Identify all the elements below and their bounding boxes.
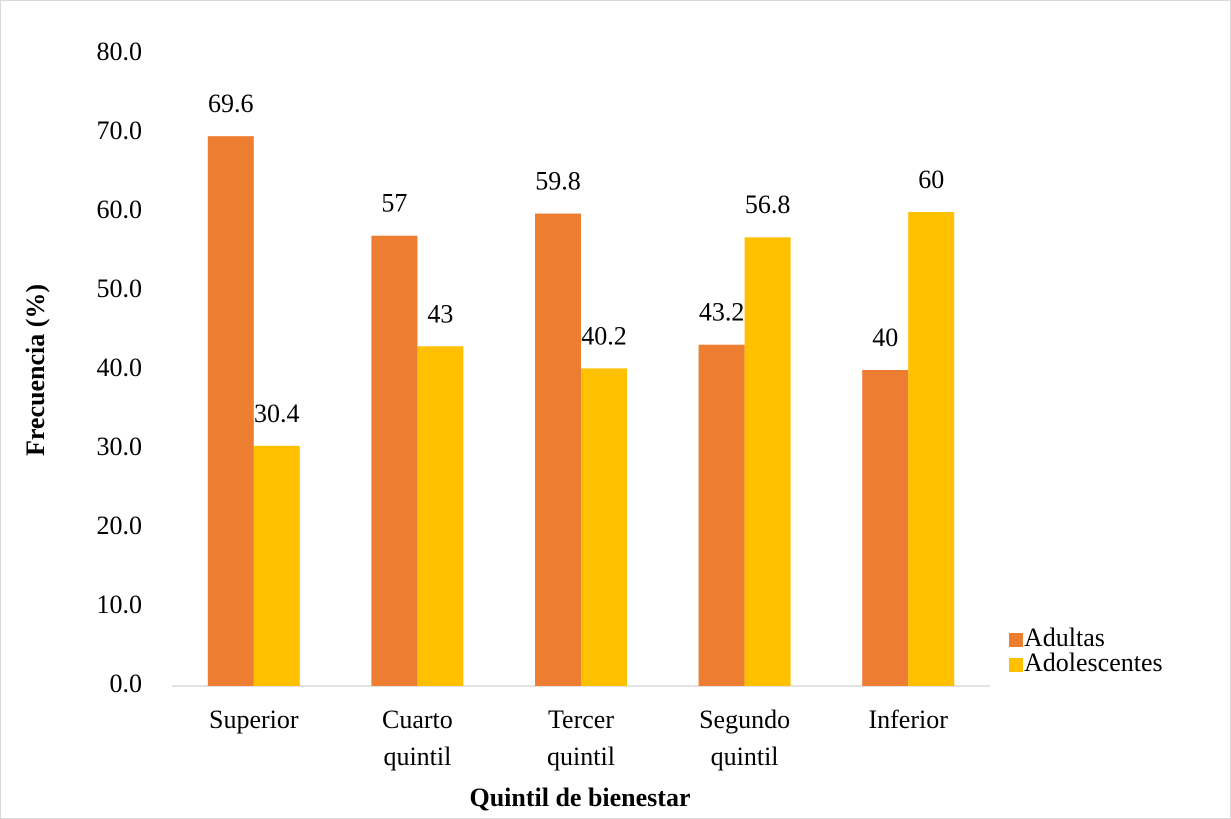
bar [207, 136, 254, 686]
y-tick-label: 10.0 [97, 590, 143, 619]
data-label: 43 [427, 299, 453, 328]
x-tick-label: Segundo quintil [699, 705, 790, 771]
legend-label: Adolescentes [1024, 648, 1163, 677]
data-label: 56.8 [745, 190, 791, 219]
y-axis-title: Frecuencia (%) [21, 284, 50, 456]
bar [862, 370, 909, 686]
y-tick-label: 20.0 [97, 511, 143, 540]
y-tick-label: 80.0 [97, 37, 143, 66]
bar [744, 237, 791, 686]
y-tick-label: 50.0 [97, 274, 143, 303]
bar [417, 346, 464, 686]
y-tick-label: 40.0 [97, 353, 143, 382]
y-tick-label: 0.0 [110, 669, 143, 698]
data-label: 40 [872, 323, 898, 352]
bar [371, 235, 418, 686]
x-tick-label: Cuarto quintil [382, 705, 453, 771]
data-label: 60 [918, 165, 944, 194]
y-tick-label: 30.0 [97, 432, 143, 461]
data-label: 59.8 [535, 167, 581, 196]
bar [535, 213, 581, 686]
bar [698, 344, 745, 686]
data-label: 57 [381, 189, 407, 218]
x-axis-title: Quintil de bienestar [469, 783, 690, 812]
x-tick-label: Tercer quintil [547, 705, 615, 771]
legend-swatch [1009, 658, 1023, 672]
bar [908, 212, 955, 686]
bar [253, 445, 300, 686]
data-label: 43.2 [699, 298, 745, 327]
data-label: 30.4 [254, 399, 300, 428]
y-tick-label: 70.0 [97, 116, 143, 145]
data-label: 40.2 [581, 321, 627, 350]
legend-label: Adultas [1024, 623, 1105, 652]
x-tick-label: Inferior [868, 705, 948, 734]
data-label: 69.6 [208, 89, 254, 118]
legend-swatch [1009, 633, 1023, 647]
x-tick-label: Superior [209, 705, 299, 734]
y-tick-label: 60.0 [97, 195, 143, 224]
bar [581, 368, 627, 686]
